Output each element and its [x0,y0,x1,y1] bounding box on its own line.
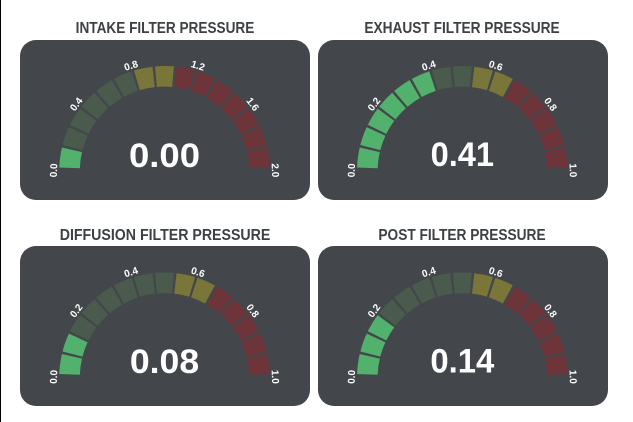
svg-text:0.6: 0.6 [189,266,206,281]
svg-text:0.0: 0.0 [347,369,359,384]
svg-text:0.00: 0.00 [129,136,200,175]
svg-text:0.14: 0.14 [430,343,494,381]
svg-text:0.0: 0.0 [49,369,61,384]
svg-text:1.2: 1.2 [189,59,206,74]
svg-text:0.2: 0.2 [366,96,383,114]
svg-text:0.4: 0.4 [68,96,85,114]
svg-text:1.0: 1.0 [269,370,281,385]
svg-text:0.8: 0.8 [123,59,140,74]
svg-text:2.0: 2.0 [269,163,281,178]
svg-text:1.0: 1.0 [566,370,578,385]
svg-text:0.41: 0.41 [431,136,494,174]
svg-text:0.0: 0.0 [347,163,359,178]
svg-text:0.08: 0.08 [130,343,199,381]
svg-text:1.0: 1.0 [566,163,578,178]
svg-text:0.4: 0.4 [123,265,140,280]
svg-text:0.2: 0.2 [366,302,383,320]
svg-text:0.0: 0.0 [49,163,61,178]
svg-text:0.6: 0.6 [487,266,504,281]
svg-text:0.2: 0.2 [68,302,85,320]
svg-text:0.4: 0.4 [421,59,438,74]
svg-text:0.4: 0.4 [421,265,438,280]
svg-text:0.6: 0.6 [487,59,504,74]
